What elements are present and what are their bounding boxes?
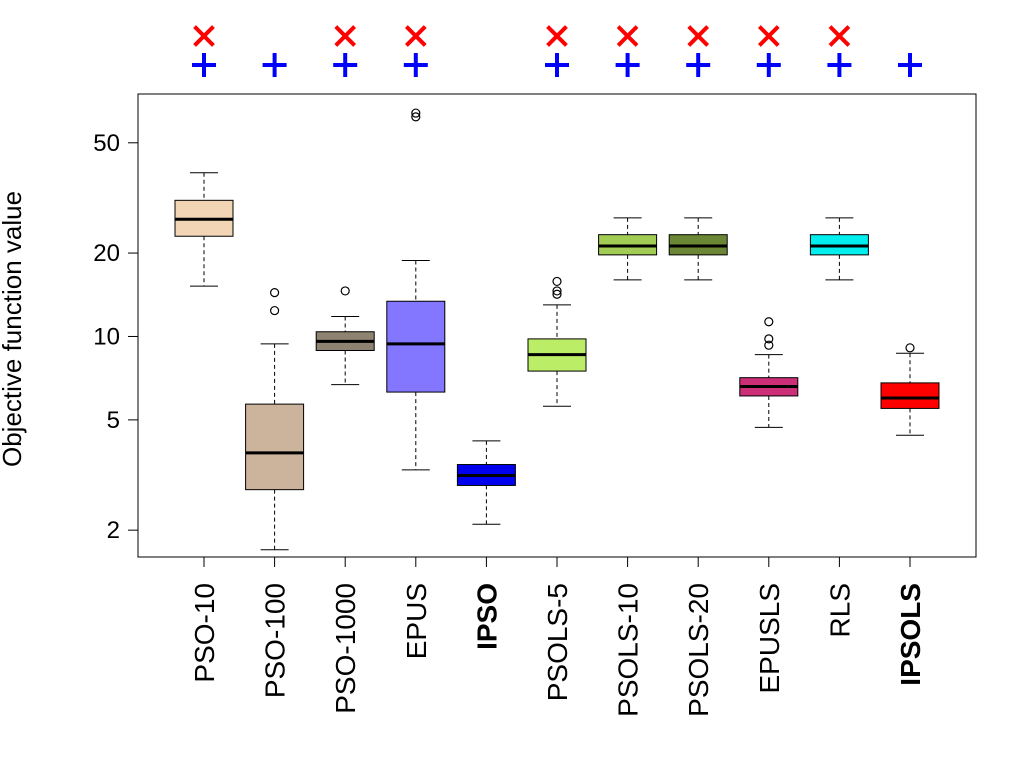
box-epus [386,108,446,471]
box-ipsols [880,343,940,436]
x-marker-icon [828,25,851,47]
y-tick-label: 10 [93,323,120,350]
outlier-point [411,108,421,118]
y-tick-label: 2 [107,517,120,544]
y-tick-label: 5 [107,407,120,434]
x-category-label: IPSO [471,583,502,650]
x-category-label: PSOLS-20 [683,583,714,717]
x-marker-icon [334,25,357,47]
x-marker-icon [546,25,568,47]
box-pso-100 [245,287,305,551]
box-pso-10 [174,172,234,287]
x-category-label: IPSOLS [895,583,926,686]
plus-marker-icon [403,53,428,77]
x-marker-icon [687,25,710,47]
outlier-point [764,317,774,327]
x-category-label: RLS [824,583,855,637]
x-category-label: PSOLS-10 [613,583,644,717]
x-category-label: PSO-100 [260,583,291,698]
box-ipso [456,440,516,525]
x-marker-icon [193,25,215,47]
outlier-point [764,340,774,350]
iqr-box [245,403,305,491]
outlier-point [270,305,280,316]
x-category-label: EPUS [401,583,432,659]
plus-marker-icon [192,53,216,77]
plus-marker-icon [615,53,640,77]
plus-marker-icon [333,53,358,77]
plus-marker-icon [756,53,781,77]
outlier-point [552,276,562,287]
plus-marker-icon [827,53,852,77]
x-marker-icon [757,25,780,47]
plus-marker-icon [686,53,711,77]
x-category-label: PSO-1000 [330,583,361,714]
x-category-label: PSOLS-5 [542,583,573,701]
plus-marker-icon [898,53,922,77]
outlier-point [411,112,421,122]
iqr-box [386,300,446,393]
x-marker-icon [616,25,639,47]
box-psols-5 [527,276,587,407]
significance-marker-group [192,25,922,77]
x-category-label: PSO-10 [189,583,220,683]
outlier-point [552,286,562,296]
outlier-point [270,287,280,298]
y-axis-label: Objective function value [0,191,27,467]
outlier-point [764,334,774,344]
plus-marker-icon [262,53,287,77]
x-marker-icon [404,25,427,47]
box-psols-10 [598,217,658,281]
category-label-group: PSO-10 PSO-100 PSO-1000 EPUS IPSO PSOLS-5 PSOL… [189,557,926,717]
y-tick-label: 20 [93,240,120,267]
box-group [174,108,940,551]
box-rls [809,217,869,281]
outlier-point [905,343,915,353]
box-pso-1000 [315,286,375,386]
x-category-label: EPUSLS [754,583,785,694]
box-psols-20 [668,217,728,281]
outlier-point [340,286,350,296]
plus-marker-icon [545,53,569,77]
y-tick-group: 2 5 10 20 50 [93,130,138,544]
iqr-box [880,382,940,409]
outlier-point [552,289,562,299]
box-epusls [739,317,799,428]
y-tick-label: 50 [93,130,120,157]
